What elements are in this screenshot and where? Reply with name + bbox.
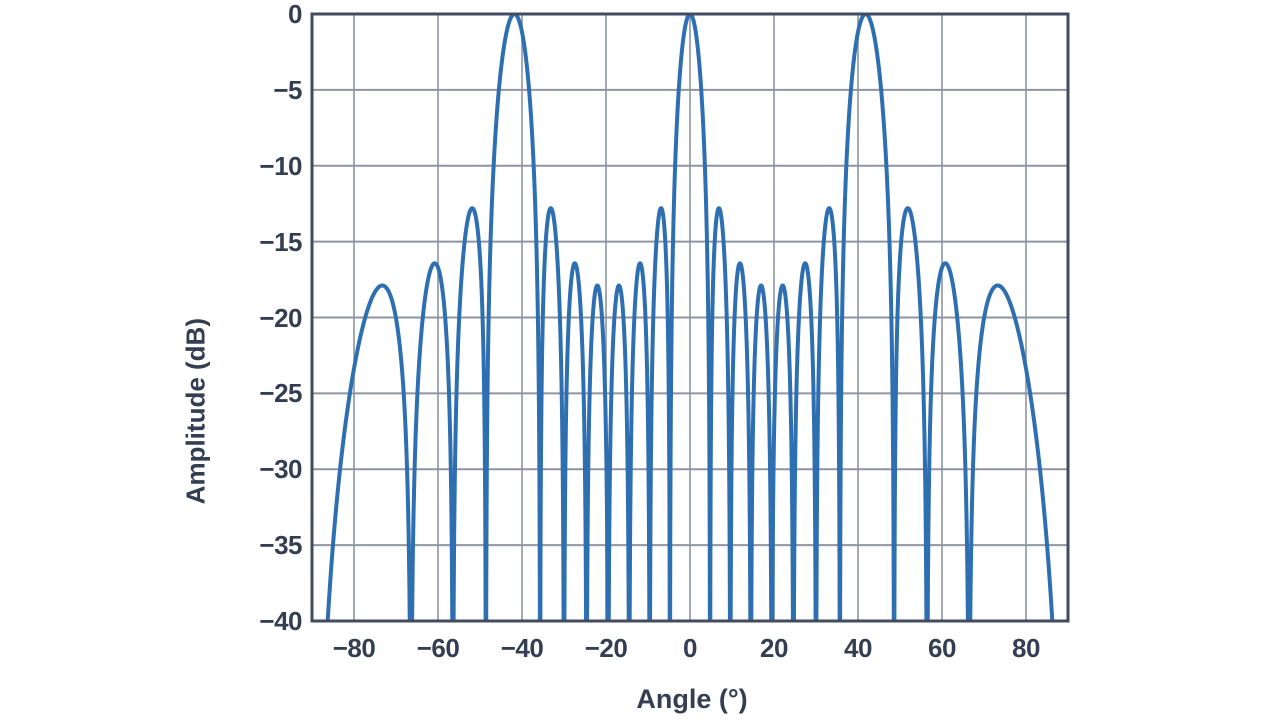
- array-pattern-curve: [325, 14, 1055, 621]
- y-tick-label: −20: [259, 302, 302, 333]
- x-tick-label: 60: [928, 633, 956, 663]
- x-tick-label: −40: [500, 633, 544, 663]
- y-tick-label: −35: [259, 530, 302, 561]
- x-tick-label: 40: [844, 633, 872, 663]
- y-tick-label: −40: [259, 606, 302, 636]
- y-tick-label: −5: [273, 74, 302, 105]
- x-tick-label: 80: [1012, 633, 1040, 663]
- y-tick-label: −30: [259, 454, 302, 485]
- y-tick-label: −15: [259, 226, 302, 257]
- grid-lines: [312, 14, 1068, 621]
- y-tick-label: −10: [259, 150, 302, 181]
- y-tick-label: 0: [288, 0, 302, 29]
- x-tick-label: −60: [416, 633, 460, 663]
- x-tick-label: 0: [683, 633, 697, 663]
- x-tick-label: −20: [584, 633, 628, 663]
- x-tick-label: 20: [760, 633, 788, 663]
- x-tick-label: −80: [332, 633, 376, 663]
- y-tick-label: −25: [259, 378, 302, 409]
- y-axis-title-text: Amplitude (dB): [180, 318, 210, 505]
- x-axis-title: Angle (°): [636, 684, 748, 714]
- plot-border: [310, 12, 1070, 623]
